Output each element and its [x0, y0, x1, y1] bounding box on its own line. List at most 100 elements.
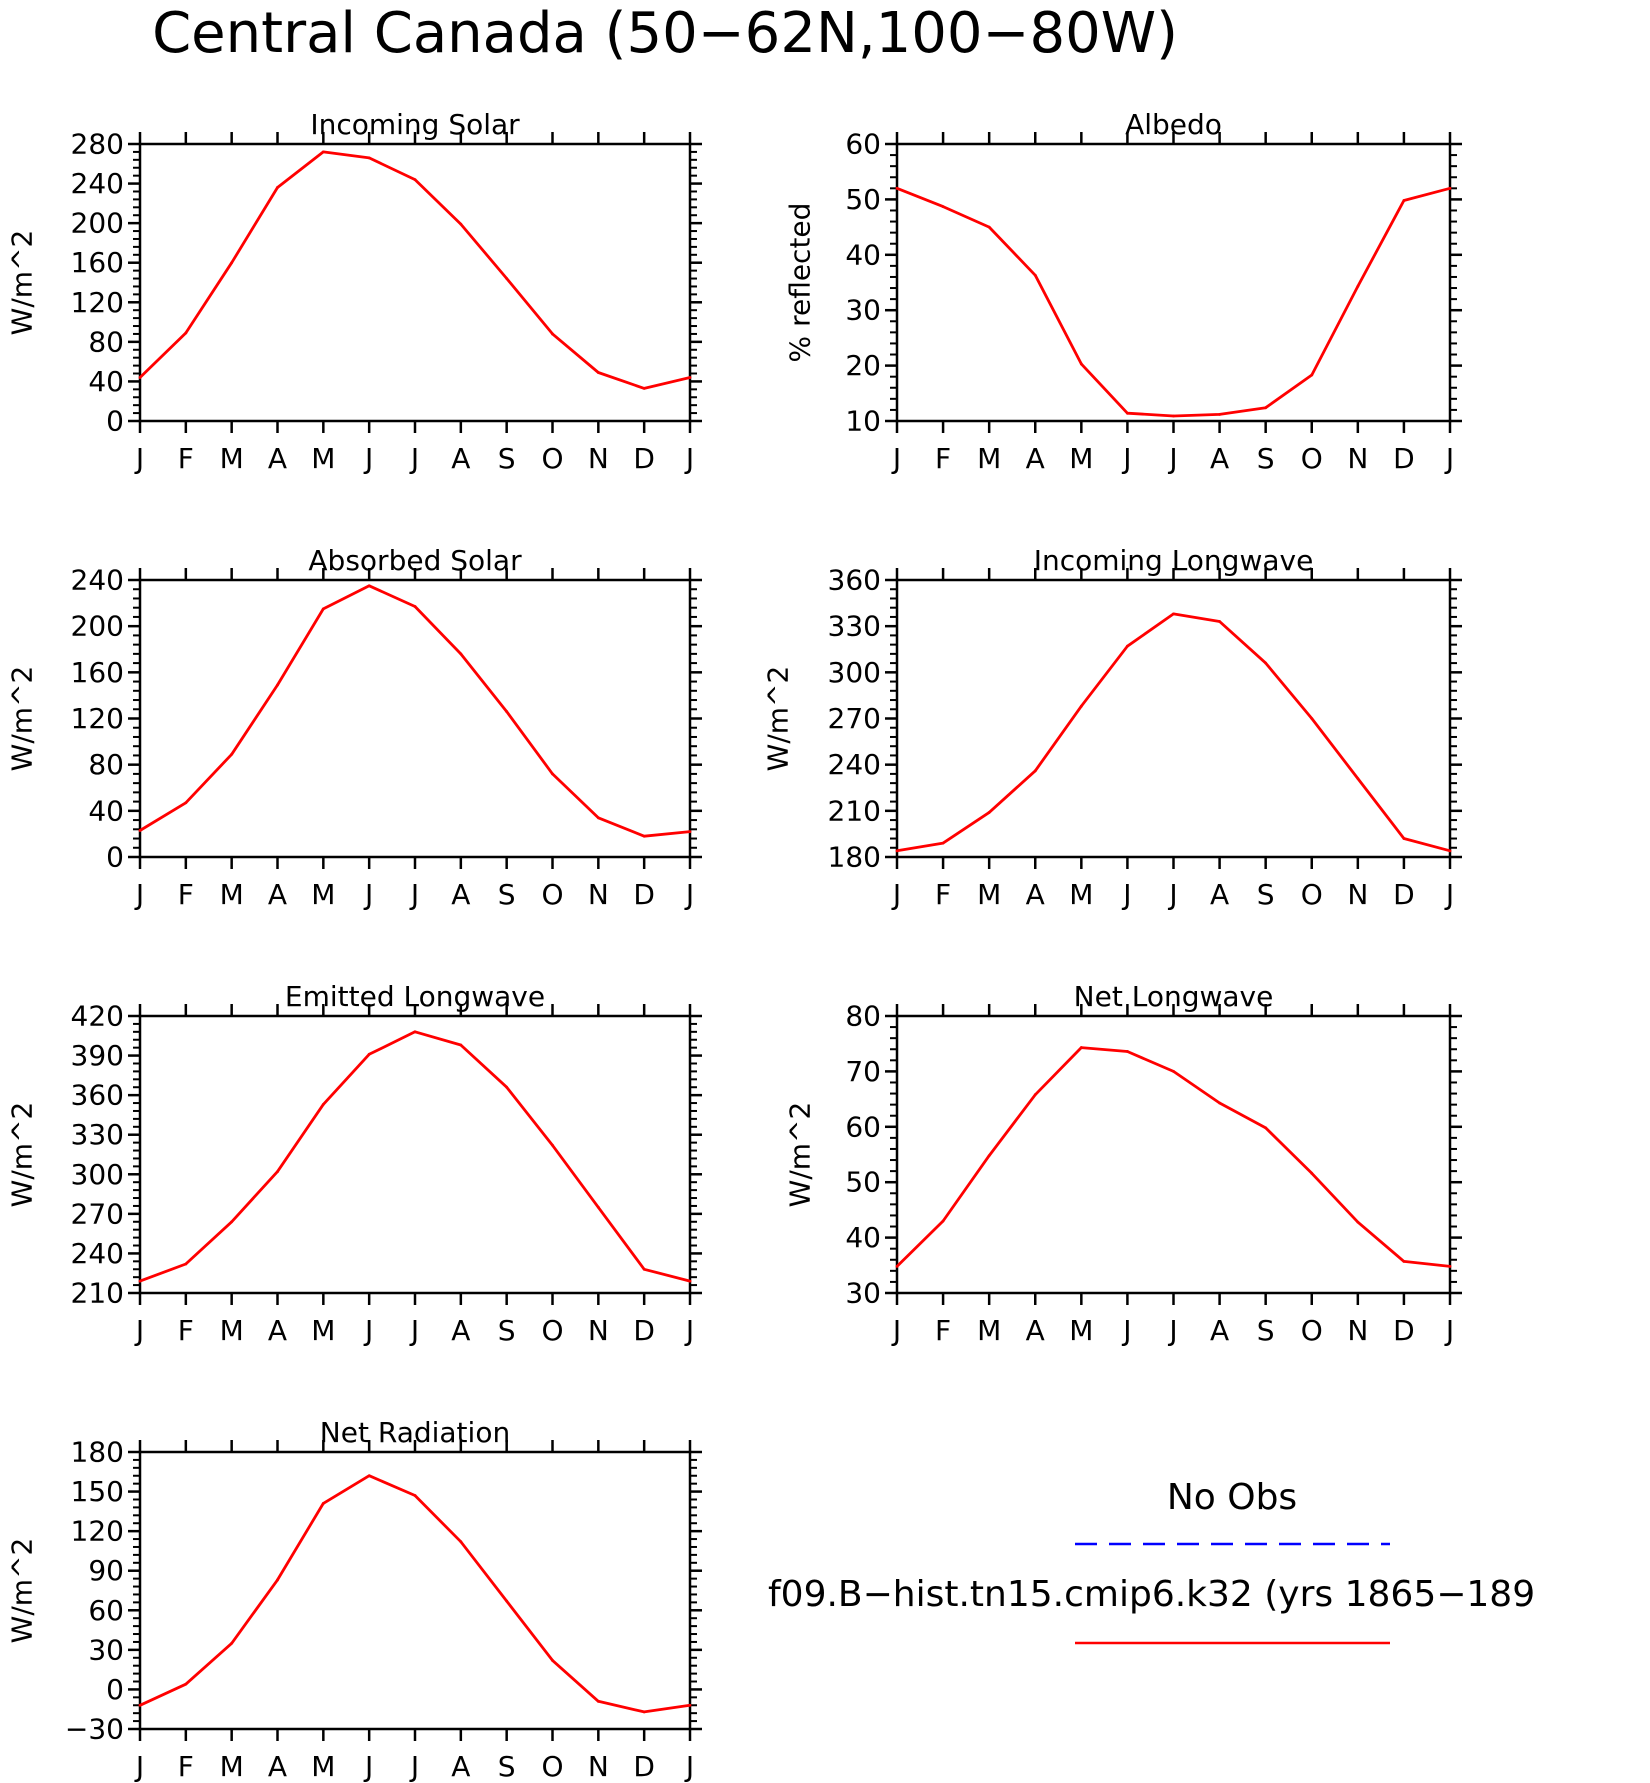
emitted-longwave-data-point	[505, 1085, 509, 1089]
absorbed-solar-data-point	[688, 830, 692, 834]
net-longwave-ytick-label: 50	[845, 1166, 881, 1199]
net-radiation-data-point	[688, 1703, 692, 1707]
net-radiation-ytick-label: −30	[65, 1713, 124, 1746]
net-radiation-xtick-label: M	[220, 1750, 244, 1783]
net-radiation-xtick-label: S	[498, 1750, 516, 1783]
net-radiation-xtick-label: J	[363, 1750, 373, 1783]
incoming-longwave-data-point	[941, 841, 945, 845]
absorbed-solar-xtick-label: O	[541, 878, 563, 911]
emitted-longwave-xtick-label: A	[268, 1314, 287, 1347]
incoming-longwave-xtick-label: J	[1167, 878, 1177, 911]
albedo-data-point	[1172, 414, 1175, 418]
albedo-data-point	[1126, 411, 1129, 415]
net-longwave-data-point	[1172, 1070, 1175, 1073]
incoming-solar-ytick-label: 240	[71, 167, 124, 200]
net-radiation-data-point	[459, 1540, 463, 1544]
net-longwave-series-line	[896, 1046, 1451, 1268]
net-longwave-xtick-label: A	[1026, 1314, 1045, 1347]
incoming-solar-xtick-label: J	[409, 442, 419, 475]
albedo-data-point	[1033, 273, 1037, 277]
net-longwave-ylabel: W/m^2	[784, 1102, 817, 1208]
incoming-longwave-ytick-label: 330	[828, 610, 881, 643]
absorbed-solar-series-line	[139, 584, 691, 838]
incoming-solar-xtick-label: O	[541, 442, 563, 475]
absorbed-solar-xtick-label: J	[409, 878, 419, 911]
absorbed-solar-xtick-label: D	[633, 878, 655, 911]
incoming-solar-ytick-label: 40	[88, 365, 124, 398]
net-longwave-data-point	[1126, 1050, 1129, 1053]
net-longwave-data-point	[1264, 1126, 1268, 1130]
net-longwave-xtick-label: J	[1121, 1314, 1131, 1347]
incoming-solar-data-point	[230, 261, 234, 265]
incoming-longwave-xtick-label: A	[1026, 878, 1045, 911]
albedo-xtick-label: O	[1301, 442, 1323, 475]
net-longwave-xtick-label: M	[1069, 1314, 1093, 1347]
net-radiation-series-line	[139, 1474, 691, 1714]
net-radiation-data-point	[413, 1494, 417, 1497]
albedo-xtick-label: N	[1347, 442, 1368, 475]
incoming-longwave-data-point	[1218, 620, 1221, 623]
net-longwave-data-point	[941, 1219, 945, 1223]
incoming-longwave-frame	[895, 578, 1452, 859]
incoming-longwave-data-point	[1264, 661, 1268, 665]
absorbed-solar-data-point	[551, 772, 554, 776]
incoming-longwave-xtick-label: M	[1069, 878, 1093, 911]
absorbed-solar-data-point	[276, 683, 279, 687]
incoming-solar-frame	[138, 142, 692, 423]
net-longwave-ytick-label: 40	[845, 1221, 881, 1254]
incoming-solar-ytick-label: 280	[71, 128, 124, 161]
albedo-frame	[895, 142, 1452, 423]
incoming-longwave-data-point	[987, 810, 991, 814]
incoming-solar-data-point	[321, 150, 325, 154]
absorbed-solar-data-point	[184, 801, 188, 805]
net-longwave-data-point	[1310, 1171, 1314, 1175]
albedo-xtick-label: D	[1393, 442, 1415, 475]
incoming-solar-xtick-label: A	[451, 442, 470, 475]
figure-title: Central Canada (50−62N,100−80W)	[152, 1, 1178, 66]
albedo-xtick-label: A	[1026, 442, 1045, 475]
incoming-longwave-ytick-label: 300	[828, 656, 881, 689]
albedo-data-point	[1218, 412, 1221, 416]
emitted-longwave-xtick-label: J	[363, 1314, 373, 1347]
albedo-data-point	[1310, 373, 1314, 377]
incoming-solar-ytick-label: 80	[88, 325, 124, 358]
emitted-longwave-ytick-label: 420	[71, 1000, 124, 1033]
absorbed-solar-ytick-label: 40	[88, 794, 124, 827]
net-longwave-ytick-label: 70	[845, 1055, 881, 1088]
net-radiation-xtick-label: M	[311, 1750, 335, 1783]
absorbed-solar-xtick-label: A	[451, 878, 470, 911]
absorbed-solar-xtick-label: J	[134, 878, 144, 911]
emitted-longwave-xtick-label: N	[588, 1314, 609, 1347]
albedo-data-point	[1356, 284, 1360, 288]
net-longwave-xtick-label: J	[891, 1314, 901, 1347]
absorbed-solar-data-point	[459, 652, 463, 656]
emitted-longwave-ytick-label: 270	[71, 1197, 124, 1230]
albedo-data-point	[1079, 362, 1083, 366]
net-longwave-ytick-label: 80	[845, 1000, 881, 1033]
absorbed-solar-ytick-label: 240	[71, 564, 124, 597]
emitted-longwave-xtick-label: D	[633, 1314, 655, 1347]
incoming-solar-data-point	[367, 156, 371, 160]
incoming-longwave-data-point	[895, 849, 899, 853]
absorbed-solar-ytick-label: 0	[106, 841, 124, 874]
net-radiation-data-point	[596, 1699, 600, 1703]
albedo-ytick-label: 20	[845, 349, 881, 382]
albedo-xtick-label: J	[1167, 442, 1177, 475]
incoming-solar-xtick-label: M	[311, 442, 335, 475]
absorbed-solar-xtick-label: J	[363, 878, 373, 911]
albedo-ytick-label: 10	[845, 405, 881, 438]
net-radiation-xtick-label: A	[451, 1750, 470, 1783]
net-longwave-xtick-label: N	[1347, 1314, 1368, 1347]
albedo-series-line	[896, 186, 1451, 418]
albedo-xtick-label: A	[1210, 442, 1229, 475]
albedo-xtick-label: S	[1257, 442, 1275, 475]
net-radiation-xtick-label: O	[541, 1750, 563, 1783]
net-longwave-data-point	[1033, 1093, 1037, 1097]
net-radiation-xtick-label: J	[684, 1750, 694, 1783]
incoming-solar-ytick-label: 200	[71, 207, 124, 240]
incoming-longwave-data-point	[1448, 849, 1452, 853]
incoming-solar-xtick-label: D	[633, 442, 655, 475]
